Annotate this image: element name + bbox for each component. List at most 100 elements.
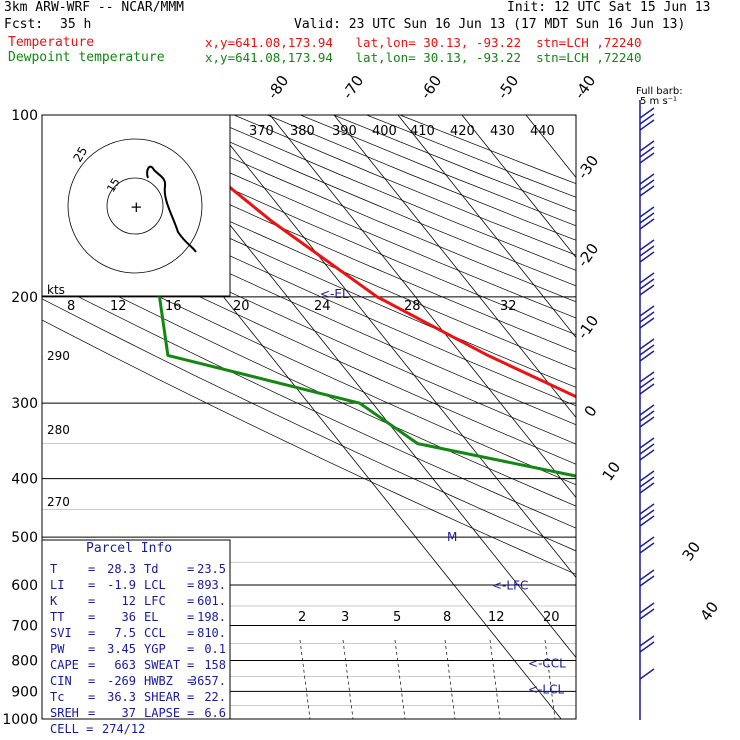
dewpoint-location: x,y=641.08,173.94 lat,lon= 30.13, -93.22… — [205, 50, 642, 65]
parcel-cell-value: 274/12 — [102, 722, 145, 736]
isotherm-label: 10 — [599, 458, 625, 484]
wind-barb — [639, 371, 655, 383]
parcel-info-equals: = — [88, 578, 95, 592]
dry-adiabat-line — [42, 238, 576, 486]
isotherm-line — [269, 115, 576, 499]
dry-adiabat-line — [42, 319, 576, 575]
wind-barb — [639, 668, 655, 680]
plot-frame — [41, 114, 577, 720]
parcel-info-title: Parcel Info — [86, 541, 172, 556]
pressure-label: 200 — [11, 290, 38, 306]
mixing-ratio-label: 2 — [298, 610, 306, 625]
mixing-ratio-line — [342, 639, 354, 719]
parcel-info-equals: = — [187, 562, 194, 576]
wind-ring-label: 8 — [67, 299, 75, 314]
parcel-info-value: 28.3 — [107, 562, 136, 576]
parcel-info-value: 37 — [122, 706, 136, 720]
parcel-info-label: SWEAT — [144, 658, 180, 672]
mixing-ratio-line — [489, 639, 501, 719]
parcel-info-value: 158 — [204, 658, 226, 672]
dry-adiabat-line — [42, 166, 576, 407]
parcel-info-value: 7.5 — [114, 626, 136, 640]
parcel-info-label: CIN — [50, 674, 72, 688]
isotherm-line — [205, 115, 576, 579]
wind-barb — [639, 635, 655, 647]
mixing-ratio-line — [444, 639, 456, 719]
parcel-info-equals: = — [187, 658, 194, 672]
wind-barb — [639, 107, 655, 119]
dry-adiabat-line — [42, 133, 576, 370]
isotherm-label: -50 — [494, 72, 523, 102]
wind-barb — [639, 338, 655, 350]
parcel-info-label: HWBZ — [144, 674, 173, 688]
wind-barb — [639, 218, 655, 230]
parcel-info-equals: = — [187, 642, 194, 656]
theta-label-left: 280 — [47, 423, 70, 437]
isotherm-label: -20 — [574, 240, 603, 270]
mixing-ratio-line — [394, 639, 406, 719]
mixing-ratio-label: 5 — [393, 610, 401, 625]
wind-barb — [639, 350, 655, 362]
wind-barb — [639, 344, 655, 356]
wind-barb — [639, 569, 655, 581]
pressure-label: 1000 — [2, 712, 38, 728]
parcel-info-equals: = — [187, 578, 194, 592]
wind-barb — [639, 404, 655, 416]
isotherm-line — [590, 115, 740, 719]
parcel-info-value: -1.9 — [107, 578, 136, 592]
parcel-info-equals: = — [88, 674, 95, 688]
dry-adiabat-line — [42, 277, 576, 529]
isotherm-label: 30 — [679, 538, 705, 564]
parcel-info-label: LFC — [144, 594, 166, 608]
wind-barb — [639, 443, 655, 455]
wind-barb — [639, 416, 655, 428]
parcel-info-label: Td — [144, 562, 158, 576]
parcel-info-label: SREH — [50, 706, 79, 720]
hodograph-ring-label: 25 — [70, 144, 90, 164]
parcel-info-value: 23.5 — [197, 562, 226, 576]
theta-label: 370 — [249, 124, 274, 139]
hodograph-ring — [106, 177, 164, 235]
parcel-info-label: EL — [144, 610, 158, 624]
isotherm-label: -80 — [264, 72, 293, 102]
dry-adiabat-line — [42, 258, 576, 507]
mixing-ratio-label: 3 — [341, 610, 349, 625]
level-marker: <-LCL — [528, 682, 564, 696]
wind-barb — [639, 509, 655, 521]
mixing-ratio-line — [299, 639, 311, 719]
level-marker: M — [447, 530, 457, 544]
level-marker: <-EL — [320, 287, 349, 301]
wind-barb — [639, 542, 655, 554]
parcel-info-equals: = — [88, 562, 95, 576]
pressure-label: 500 — [11, 530, 38, 546]
wind-barb — [639, 284, 655, 296]
wind-ring-label: 16 — [165, 299, 182, 314]
wind-ring-label: 24 — [314, 299, 331, 314]
wind-barb — [639, 140, 655, 152]
parcel-info-equals: = — [187, 674, 194, 688]
dry-adiabat-line — [300, 115, 576, 227]
dewpoint-line — [57, 115, 576, 478]
parcel-info-label: T — [50, 562, 57, 576]
parcel-info-label: LAPSE — [144, 706, 180, 720]
parcel-info-value: 36 — [122, 610, 136, 624]
parcel-info-equals: = — [187, 690, 194, 704]
wind-barb — [639, 278, 655, 290]
wind-barb — [639, 515, 655, 527]
fcst-label: Fcst: — [4, 17, 44, 32]
parcel-info-equals: = — [187, 706, 194, 720]
isotherm-label: -10 — [574, 312, 603, 342]
parcel-info-equals: = — [88, 706, 95, 720]
wind-barb — [639, 575, 655, 587]
parcel-info-value: 198. — [197, 610, 226, 624]
parcel-info-value: 12 — [122, 594, 136, 608]
mixing-ratio-line — [544, 639, 556, 719]
parcel-info-label: YGP — [144, 642, 166, 656]
dry-adiabat-line — [42, 149, 576, 388]
parcel-info-label: SHEAR — [144, 690, 181, 704]
temperature-legend: Temperature — [8, 35, 95, 50]
parcel-info-value: 6.6 — [204, 706, 226, 720]
chart-grid — [42, 115, 740, 719]
dry-adiabat-line — [42, 201, 576, 445]
